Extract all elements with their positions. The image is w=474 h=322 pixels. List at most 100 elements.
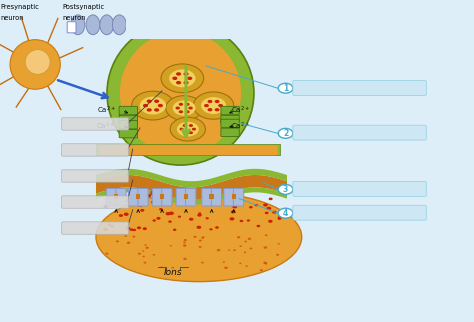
- Circle shape: [247, 219, 250, 222]
- FancyBboxPatch shape: [221, 119, 239, 128]
- Circle shape: [260, 269, 263, 271]
- Polygon shape: [96, 175, 287, 200]
- FancyBboxPatch shape: [116, 188, 126, 206]
- Circle shape: [125, 235, 127, 237]
- Circle shape: [142, 250, 145, 252]
- Circle shape: [137, 226, 141, 229]
- Circle shape: [170, 245, 172, 246]
- FancyBboxPatch shape: [293, 125, 426, 140]
- Circle shape: [268, 220, 273, 223]
- FancyBboxPatch shape: [128, 188, 138, 206]
- Circle shape: [192, 128, 196, 130]
- FancyBboxPatch shape: [62, 144, 128, 156]
- Circle shape: [218, 104, 223, 107]
- Circle shape: [144, 244, 146, 246]
- Circle shape: [264, 246, 267, 249]
- FancyBboxPatch shape: [62, 222, 128, 234]
- Circle shape: [110, 225, 114, 228]
- FancyBboxPatch shape: [233, 188, 244, 206]
- Ellipse shape: [107, 21, 254, 165]
- Circle shape: [183, 72, 189, 76]
- Circle shape: [272, 211, 277, 214]
- Text: 4: 4: [283, 209, 288, 218]
- Ellipse shape: [172, 23, 200, 50]
- Text: neuron: neuron: [63, 15, 86, 21]
- Circle shape: [127, 242, 130, 244]
- Circle shape: [165, 212, 171, 215]
- Circle shape: [25, 50, 50, 74]
- Circle shape: [250, 248, 252, 249]
- FancyBboxPatch shape: [162, 188, 172, 206]
- Circle shape: [133, 229, 136, 231]
- Circle shape: [237, 236, 240, 238]
- Circle shape: [199, 246, 201, 248]
- Circle shape: [178, 215, 181, 218]
- Circle shape: [248, 238, 251, 240]
- Text: neuron: neuron: [0, 15, 24, 21]
- Circle shape: [150, 193, 154, 195]
- Circle shape: [132, 236, 136, 238]
- FancyBboxPatch shape: [221, 106, 239, 115]
- Bar: [231, 194, 236, 199]
- Circle shape: [232, 205, 237, 208]
- Circle shape: [229, 217, 235, 221]
- FancyBboxPatch shape: [293, 182, 426, 196]
- Circle shape: [103, 205, 108, 208]
- Circle shape: [176, 81, 181, 84]
- FancyBboxPatch shape: [119, 115, 137, 124]
- Circle shape: [239, 245, 242, 247]
- Circle shape: [266, 207, 271, 210]
- Circle shape: [138, 203, 143, 207]
- Bar: [184, 194, 188, 199]
- Circle shape: [153, 219, 156, 222]
- FancyBboxPatch shape: [62, 170, 128, 182]
- Circle shape: [146, 108, 152, 112]
- Circle shape: [119, 214, 123, 217]
- Circle shape: [249, 206, 253, 208]
- Circle shape: [183, 239, 187, 241]
- Circle shape: [215, 108, 219, 111]
- Circle shape: [146, 99, 152, 103]
- Circle shape: [278, 185, 293, 194]
- Text: Postsynaptic: Postsynaptic: [63, 4, 105, 10]
- FancyBboxPatch shape: [221, 128, 239, 137]
- Circle shape: [126, 227, 130, 230]
- Circle shape: [202, 236, 205, 238]
- Circle shape: [116, 240, 119, 242]
- Circle shape: [176, 72, 181, 76]
- FancyBboxPatch shape: [293, 205, 426, 220]
- Circle shape: [154, 99, 159, 103]
- Circle shape: [256, 225, 260, 227]
- Circle shape: [201, 237, 204, 239]
- Circle shape: [170, 117, 205, 141]
- FancyBboxPatch shape: [62, 196, 128, 208]
- Ellipse shape: [100, 15, 114, 35]
- Text: Presynaptic: Presynaptic: [0, 4, 39, 10]
- Circle shape: [189, 131, 193, 134]
- Circle shape: [198, 212, 201, 214]
- Polygon shape: [96, 169, 287, 187]
- Text: Ca$^{2+}$: Ca$^{2+}$: [231, 104, 250, 116]
- Circle shape: [160, 267, 163, 268]
- Circle shape: [187, 77, 192, 80]
- Circle shape: [246, 265, 248, 267]
- Bar: [160, 194, 164, 199]
- Polygon shape: [96, 187, 287, 205]
- Circle shape: [173, 100, 196, 116]
- Circle shape: [172, 77, 177, 80]
- Circle shape: [217, 249, 220, 251]
- Text: 2: 2: [283, 129, 288, 138]
- FancyBboxPatch shape: [211, 188, 222, 206]
- Ellipse shape: [71, 15, 85, 35]
- Circle shape: [231, 210, 236, 213]
- Circle shape: [147, 194, 151, 197]
- Circle shape: [108, 223, 111, 226]
- Circle shape: [278, 128, 293, 138]
- Text: Ca$^{2+}$: Ca$^{2+}$: [96, 120, 115, 132]
- Circle shape: [159, 208, 163, 210]
- Circle shape: [193, 92, 234, 119]
- Circle shape: [124, 213, 128, 216]
- Circle shape: [138, 253, 141, 255]
- Ellipse shape: [112, 15, 126, 35]
- Circle shape: [269, 197, 273, 200]
